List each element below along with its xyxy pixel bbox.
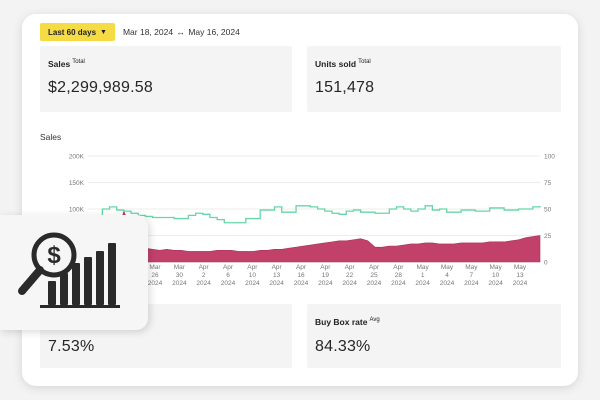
x-axis-tick: 1 (421, 272, 425, 279)
x-axis-tick: 2024 (172, 280, 187, 287)
x-axis-tick: 25 (370, 272, 378, 279)
metric-label-text: Units sold (315, 59, 357, 69)
right-axis-tick: 0 (544, 260, 548, 267)
x-axis-tick: May (441, 264, 454, 271)
x-axis-tick: 10 (249, 272, 257, 279)
metric-label-text: Buy Box rate (315, 317, 368, 327)
metric-qualifier: Avg (369, 317, 380, 323)
metric-label: Buy Box rate Avg (315, 317, 380, 327)
x-axis-tick: 13 (516, 272, 524, 279)
date-range-label: Last 60 days (48, 27, 97, 37)
x-axis-tick: 2024 (391, 280, 406, 287)
x-axis-tick: 2024 (415, 280, 430, 287)
x-axis-tick: 2024 (488, 280, 503, 287)
right-axis-tick: 75 (544, 180, 552, 187)
x-axis-tick: 22 (346, 272, 354, 279)
chart-title: Sales (40, 132, 62, 142)
units-sold-metric-card: Units sold Total 151,478 (307, 46, 561, 112)
sales-chart: 1007550250200K150K100KMar262024Mar302024… (69, 154, 555, 288)
buy-box-rate-metric-card: Buy Box rate Avg 84.33% (307, 304, 561, 368)
metric-value: 151,478 (315, 79, 375, 96)
units-step-series (88, 205, 541, 229)
x-axis-tick: 2024 (513, 280, 528, 287)
svg-text:$: $ (47, 242, 61, 269)
x-axis-tick: Apr (247, 264, 258, 271)
x-axis-tick: 7 (470, 272, 474, 279)
right-axis-tick: 100 (544, 154, 555, 161)
x-axis-tick: May (417, 264, 430, 271)
x-axis-tick: May (465, 264, 478, 271)
analytics-icon-overlay: $ (0, 215, 148, 330)
x-axis-tick: Apr (393, 264, 404, 271)
metric-value: 84.33% (315, 338, 371, 355)
x-axis-tick: Apr (369, 264, 380, 271)
x-axis-tick: 28 (395, 272, 403, 279)
date-toolbar: Last 60 days ▼ Mar 18, 2024 ↔ May 16, 20… (40, 22, 240, 42)
date-arrow-icon: ↔ (176, 27, 185, 37)
x-axis-tick: 4 (445, 272, 449, 279)
x-axis-tick: Apr (345, 264, 356, 271)
x-axis-tick: 30 (176, 272, 184, 279)
x-axis-tick: 2024 (269, 280, 284, 287)
date-range-text: Mar 18, 2024 ↔ May 16, 2024 (123, 27, 240, 37)
x-axis-tick: Mar (149, 264, 161, 271)
sales-area-series (87, 210, 541, 263)
metric-value: 7.53% (48, 338, 95, 355)
x-axis-tick: 2024 (294, 280, 309, 287)
metric-label-text: Sales (48, 59, 71, 69)
x-axis-tick: May (490, 264, 503, 271)
x-axis-tick: 2024 (318, 280, 333, 287)
x-axis-tick: Mar (174, 264, 186, 271)
x-axis-tick: Apr (199, 264, 210, 271)
x-axis-tick: Apr (320, 264, 331, 271)
metric-qualifier: Total (72, 59, 85, 65)
x-axis-tick: Apr (223, 264, 234, 271)
x-axis-tick: 19 (322, 272, 330, 279)
x-axis-tick: 2 (202, 272, 206, 279)
left-axis-tick: 150K (69, 180, 85, 187)
date-start: Mar 18, 2024 (122, 27, 174, 37)
right-axis-tick: 25 (544, 233, 552, 240)
metric-qualifier: Total (358, 59, 371, 65)
x-axis-tick: 2024 (196, 280, 211, 287)
x-axis-tick: 2024 (440, 280, 455, 287)
sales-metric-card: Sales Total $2,299,989.58 (40, 46, 292, 112)
x-axis-tick: Apr (272, 264, 283, 271)
left-axis-tick: 200K (69, 154, 85, 161)
metric-label: Sales Total (48, 59, 85, 69)
x-axis-tick: May (514, 264, 527, 271)
sales-analytics-magnifier-icon: $ (18, 232, 120, 308)
x-axis-tick: 16 (297, 272, 305, 279)
x-axis-tick: 2024 (464, 280, 479, 287)
x-axis-tick: 2024 (367, 280, 382, 287)
date-range-dropdown[interactable]: Last 60 days ▼ (40, 23, 115, 41)
x-axis-tick: 2024 (342, 280, 357, 287)
x-axis-tick: Apr (296, 264, 307, 271)
right-axis-tick: 50 (544, 207, 552, 214)
x-axis-tick: 2024 (245, 280, 260, 287)
metric-label: Units sold Total (315, 59, 371, 69)
dashboard-card: Last 60 days ▼ Mar 18, 2024 ↔ May 16, 20… (22, 14, 578, 386)
x-axis-tick: 2024 (221, 280, 236, 287)
left-axis-tick: 100K (69, 207, 85, 214)
x-axis-tick: 10 (492, 272, 500, 279)
x-axis-tick: 26 (151, 272, 159, 279)
x-axis-tick: 6 (226, 272, 230, 279)
metric-value: $2,299,989.58 (48, 79, 153, 96)
x-axis-tick: 2024 (148, 280, 163, 287)
x-axis-tick: 13 (273, 272, 281, 279)
date-end: May 16, 2024 (188, 27, 240, 37)
caret-down-icon: ▼ (100, 28, 107, 36)
